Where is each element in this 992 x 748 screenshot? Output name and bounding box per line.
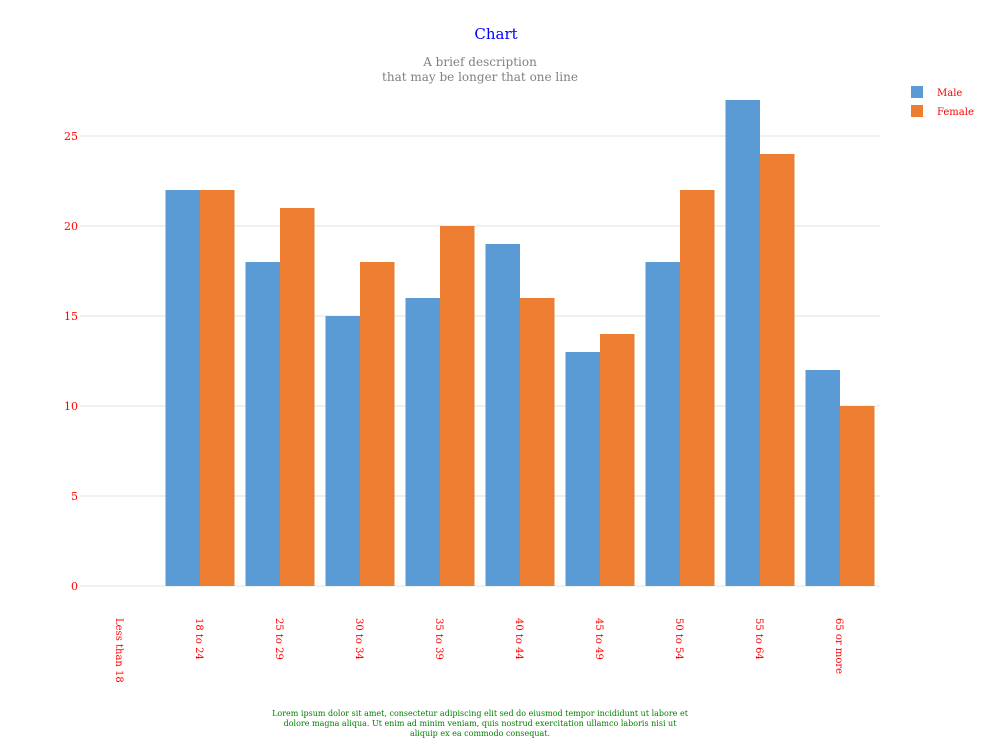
x-tick-label: 25 to 29	[273, 618, 284, 660]
x-tick-label: 45 to 49	[593, 618, 604, 660]
bar-male-2	[245, 262, 280, 586]
legend-label-female: Female	[937, 107, 974, 118]
y-tick-label: 10	[64, 400, 78, 413]
bar-male-1	[165, 190, 200, 586]
legend: Male Female	[911, 86, 974, 118]
bar-female-3	[360, 262, 395, 586]
legend-label-male: Male	[937, 88, 962, 99]
x-tick-label: Less than 18	[113, 618, 124, 683]
chart-subtitle-line-1: A brief description	[422, 55, 537, 69]
bar-male-4	[405, 298, 440, 586]
bar-male-3	[325, 316, 360, 586]
x-tick-label: 55 to 64	[753, 618, 764, 660]
chart-title: Chart	[474, 25, 517, 43]
bar-male-7	[645, 262, 680, 586]
bar-female-6	[600, 334, 635, 586]
y-axis-ticks: 0 5 10 15 20 25	[64, 130, 78, 593]
bar-female-1	[200, 190, 235, 586]
x-tick-label: 18 to 24	[193, 618, 204, 660]
y-tick-label: 5	[71, 490, 78, 503]
bar-female-4	[440, 226, 475, 586]
bar-male-5	[485, 244, 520, 586]
bar-male-8	[725, 100, 760, 586]
legend-swatch-male	[911, 86, 923, 98]
x-tick-label: 35 to 39	[433, 618, 444, 660]
x-tick-label: 65 or more	[833, 618, 844, 674]
bar-male-6	[565, 352, 600, 586]
y-tick-label: 25	[64, 130, 78, 143]
x-tick-label: 30 to 34	[353, 618, 364, 660]
x-axis-ticks: Less than 18 18 to 24 25 to 29 30 to 34 35 t…	[113, 618, 844, 683]
x-tick-label: 50 to 54	[673, 618, 684, 660]
bar-female-2	[280, 208, 315, 586]
chart-caption: Lorem ipsum dolor sit amet, consectetur …	[272, 709, 688, 738]
y-tick-label: 15	[64, 310, 78, 323]
bar-female-7	[680, 190, 715, 586]
bars	[165, 100, 875, 586]
y-tick-label: 0	[71, 580, 78, 593]
legend-swatch-female	[911, 105, 923, 117]
bar-female-5	[520, 298, 555, 586]
y-tick-label: 20	[64, 220, 78, 233]
x-tick-label: 40 to 44	[513, 618, 524, 660]
bar-male-9	[805, 370, 840, 586]
bar-female-8	[760, 154, 795, 586]
bar-female-9	[840, 406, 875, 586]
chart-subtitle-line-2: that may be longer that one line	[382, 70, 578, 84]
